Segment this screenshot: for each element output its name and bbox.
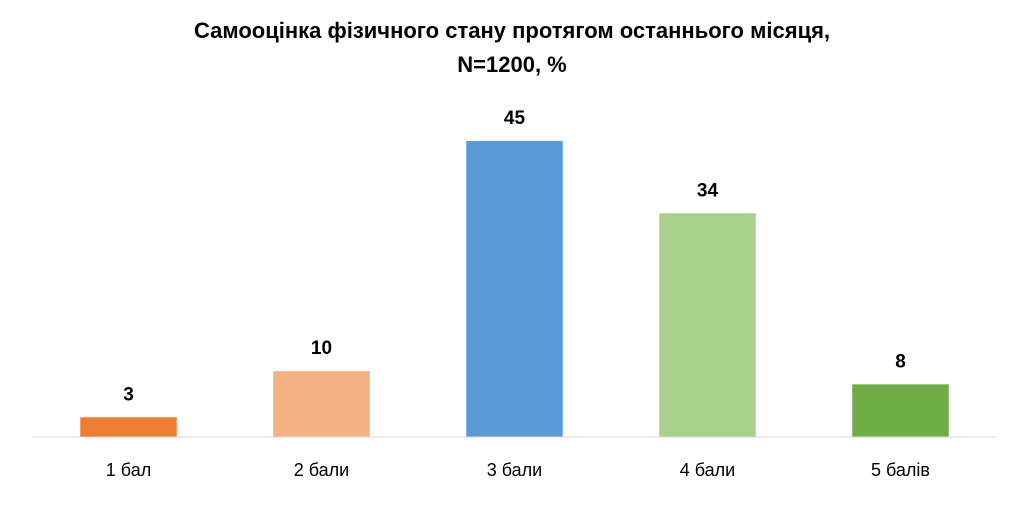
x-tick-label: 1 бал	[106, 460, 151, 480]
x-tick-label: 5 балів	[871, 460, 930, 480]
value-label: 34	[697, 180, 719, 201]
bar	[80, 417, 177, 437]
bar	[466, 140, 563, 437]
bar	[852, 384, 949, 437]
chart-title: Самооцінка фізичного стану протягом оста…	[194, 18, 830, 43]
value-label: 3	[123, 384, 134, 405]
value-label: 45	[504, 108, 526, 129]
x-tick-label: 3 бали	[487, 460, 542, 480]
value-label: 10	[311, 338, 332, 359]
x-tick-label: 4 бали	[680, 460, 735, 480]
chart-subtitle: N=1200, %	[457, 52, 566, 77]
x-tick-label: 2 бали	[294, 460, 349, 480]
value-label: 8	[895, 351, 906, 372]
bar	[659, 213, 756, 437]
bar	[273, 371, 370, 437]
